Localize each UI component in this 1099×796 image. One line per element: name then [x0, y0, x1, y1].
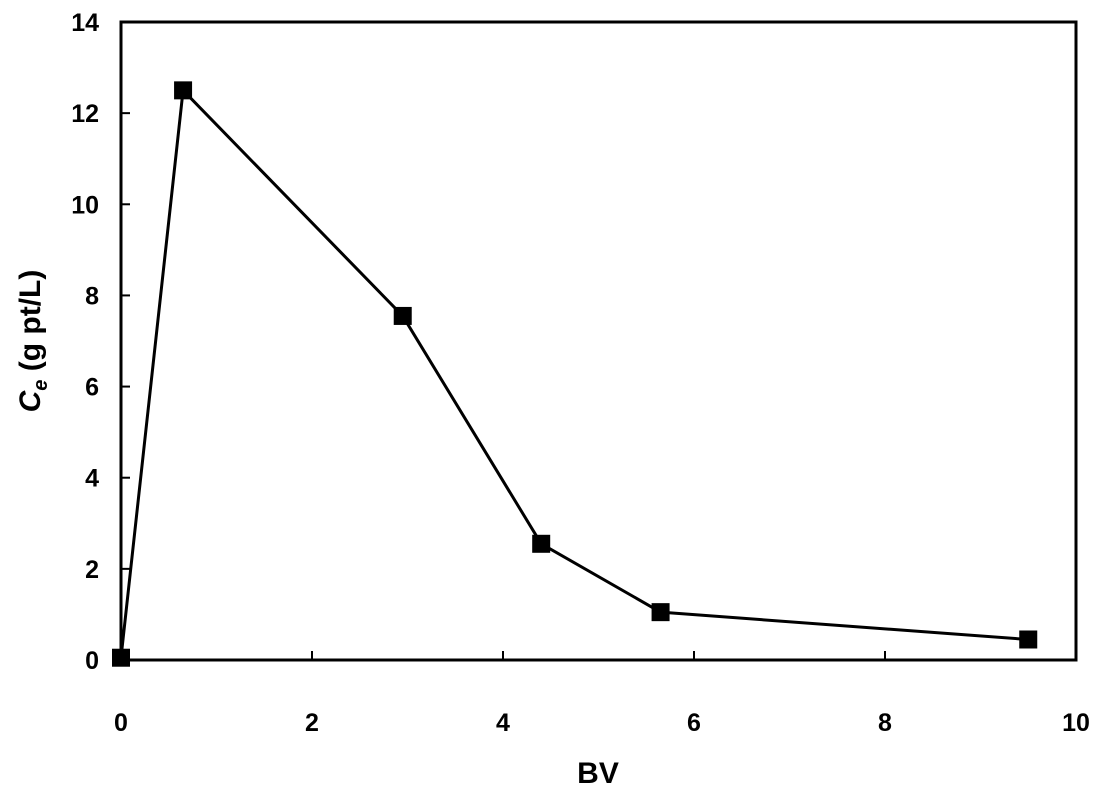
- data-point-marker: [1019, 630, 1038, 649]
- y-axis-label: Ce (g pt/L): [14, 270, 52, 413]
- y-tick-label: 2: [85, 556, 99, 584]
- y-tick-label: 8: [85, 282, 99, 310]
- x-tick-label: 8: [878, 709, 892, 737]
- plot-frame: [119, 20, 1078, 662]
- x-tick-label: 0: [114, 709, 128, 737]
- data-point-marker: [651, 603, 670, 622]
- x-tick-label: 6: [687, 709, 701, 737]
- data-point-marker: [174, 81, 193, 100]
- data-point-marker: [532, 534, 551, 553]
- x-axis-ticks: 0 2 4 6 8 10: [114, 651, 1090, 737]
- y-axis-label-units: (g pt/L): [14, 270, 47, 380]
- data-point-marker: [393, 306, 412, 325]
- y-axis-ticks: 0 2 4 6 8 10 12 14: [71, 9, 130, 675]
- x-tick-label: 2: [305, 709, 319, 737]
- x-tick-label: 4: [496, 709, 510, 737]
- y-axis-label-subscript: e: [30, 380, 52, 391]
- x-tick-label: 10: [1062, 709, 1090, 737]
- series-line: [119, 88, 1029, 658]
- y-tick-label: 0: [85, 647, 99, 675]
- series-layer: [112, 81, 1038, 667]
- y-tick-label: 10: [71, 191, 99, 219]
- y-tick-label: 12: [71, 100, 99, 128]
- y-axis-label-symbol: C: [14, 389, 47, 412]
- x-axis-label: BV: [577, 757, 619, 790]
- y-tick-label: 4: [85, 465, 99, 493]
- data-point-marker: [112, 648, 130, 667]
- y-tick-label: 6: [85, 374, 99, 402]
- y-tick-label: 14: [71, 9, 99, 37]
